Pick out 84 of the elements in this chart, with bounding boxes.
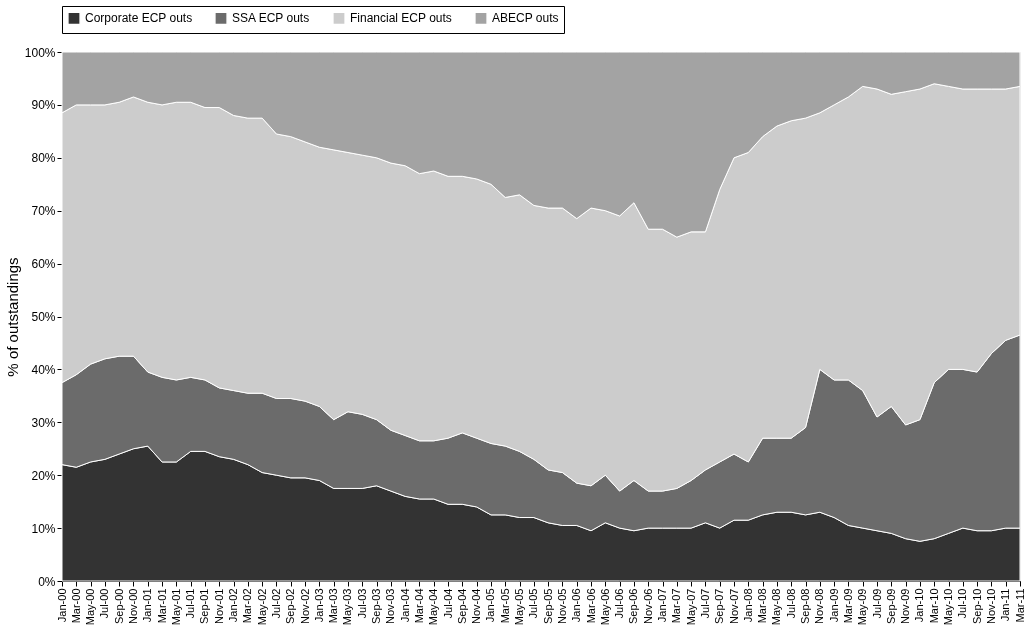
x-tick-label: Nov-00	[126, 588, 139, 624]
x-tick-label: Mar-00	[69, 588, 82, 624]
x-tick-label: Nov-02	[298, 588, 311, 624]
x-tick-label: Mar-09	[841, 588, 854, 624]
x-tick-label: Mar-10	[927, 588, 940, 624]
x-tick-label: May-00	[84, 588, 97, 626]
x-tick-label: Jan-04	[398, 588, 411, 623]
x-tick-label: May-03	[341, 588, 354, 626]
x-tick-label: Nov-06	[641, 588, 654, 624]
x-tick-label: Jul-09	[870, 588, 883, 619]
x-tick-label: Nov-01	[212, 588, 225, 624]
x-tick-label: Mar-08	[756, 588, 769, 624]
x-tick-label: Sep-03	[370, 588, 383, 624]
x-tick-label: Nov-09	[899, 588, 912, 624]
y-tick-label: 60%	[31, 257, 56, 272]
y-tick-label: 70%	[31, 204, 56, 219]
x-tick-label: Nov-10	[984, 588, 997, 624]
x-tick-label: Jul-04	[441, 588, 454, 619]
x-tick-label: May-08	[770, 588, 783, 626]
x-tick-label: May-07	[684, 588, 697, 626]
x-tick-label: Sep-04	[455, 588, 468, 624]
x-tick-label: Jan-09	[827, 588, 840, 623]
x-tick-label: Mar-11	[1013, 588, 1026, 623]
x-tick-label: Jan-05	[484, 588, 497, 623]
x-tick-label: May-04	[427, 588, 440, 626]
x-tick-label: Jan-01	[141, 588, 154, 623]
x-tick-label: Mar-01	[155, 588, 168, 624]
x-tick-label: Mar-06	[584, 588, 597, 624]
x-tick-label: Sep-01	[198, 588, 211, 624]
x-tick-label: Nov-04	[470, 588, 483, 624]
x-tick-label: Jul-07	[698, 588, 711, 619]
x-tick-label: Jul-10	[956, 588, 969, 619]
y-tick-label: 50%	[31, 310, 56, 324]
x-tick-label: Jan-08	[741, 588, 754, 623]
x-tick-label: May-06	[598, 588, 611, 626]
y-tick-label: 30%	[31, 415, 56, 430]
x-tick-label: Jan-02	[227, 588, 240, 623]
legend-label: Corporate ECP outs	[85, 11, 193, 26]
x-tick-label: Nov-08	[813, 588, 826, 624]
x-tick-label: Mar-05	[498, 588, 511, 624]
legend-label: SSA ECP outs	[232, 11, 310, 26]
legend-label: Financial ECP outs	[350, 11, 452, 26]
x-tick-label: Mar-02	[241, 588, 254, 624]
x-tick-label: May-01	[169, 588, 182, 626]
y-tick-label: 0%	[38, 574, 56, 589]
x-tick-label: Jan-06	[570, 588, 583, 623]
legend-label: ABECP outs	[492, 11, 559, 26]
x-tick-label: May-10	[942, 588, 955, 626]
y-tick-label: 90%	[31, 98, 56, 113]
x-tick-label: Mar-03	[327, 588, 340, 624]
y-tick-label: 20%	[31, 468, 56, 483]
x-tick-label: Mar-04	[412, 588, 425, 624]
x-tick-label: Jan-00	[55, 588, 68, 623]
x-tick-label: May-05	[513, 588, 526, 626]
y-tick-label: 40%	[31, 362, 56, 377]
y-tick-label: 100%	[24, 45, 56, 60]
x-tick-label: Jul-05	[527, 588, 540, 619]
x-tick-label: Jan-03	[312, 588, 325, 623]
x-tick-label: Sep-08	[799, 588, 812, 624]
x-tick-label: Nov-07	[727, 588, 740, 624]
x-tick-label: Jan-10	[913, 588, 926, 623]
x-tick-label: Nov-05	[555, 588, 568, 624]
x-tick-label: Sep-00	[112, 588, 125, 624]
x-tick-label: Sep-02	[284, 588, 297, 624]
x-tick-label: Nov-03	[384, 588, 397, 624]
x-tick-label: May-02	[255, 588, 268, 626]
x-tick-label: Jul-02	[269, 588, 282, 619]
x-tick-label: Sep-05	[541, 588, 554, 624]
x-tick-label: Jan-07	[656, 588, 669, 623]
x-tick-label: Mar-07	[670, 588, 683, 624]
x-tick-label: Jul-03	[355, 588, 368, 619]
y-axis-title: % of outstandings	[3, 257, 21, 377]
x-tick-label: Jan-11	[999, 588, 1012, 622]
x-tick-label: Jul-01	[184, 588, 197, 619]
x-tick-label: Jul-00	[98, 588, 111, 619]
y-tick-label: 80%	[31, 151, 56, 166]
x-tick-label: Jul-08	[784, 588, 797, 619]
x-tick-label: May-09	[856, 588, 869, 626]
y-tick-label: 10%	[31, 521, 56, 536]
x-tick-label: Sep-07	[713, 588, 726, 624]
x-tick-label: Sep-06	[627, 588, 640, 624]
x-tick-label: Sep-10	[970, 588, 983, 624]
x-tick-label: Sep-09	[884, 588, 897, 624]
x-tick-label: Jul-06	[613, 588, 626, 619]
